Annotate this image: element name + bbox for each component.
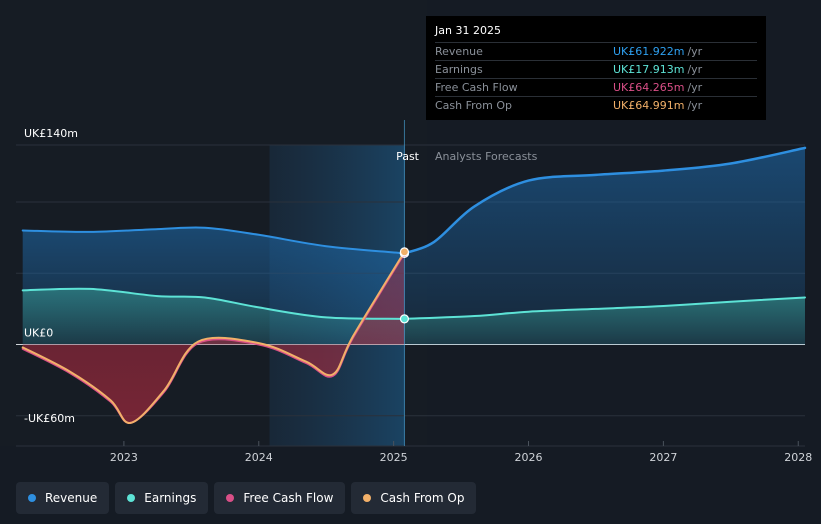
legend-item-revenue[interactable]: Revenue: [16, 482, 110, 514]
tooltip-row-cash-from-op: Cash From Op UK£64.991m /yr: [435, 96, 757, 114]
tooltip-label: Earnings: [435, 63, 483, 76]
legend-label: Cash From Op: [380, 491, 465, 505]
earnings-line: [21, 287, 406, 320]
tooltip-value: UK£17.913m: [613, 63, 685, 76]
tooltip-unit: /yr: [687, 45, 703, 58]
chart-legend: Revenue Earnings Free Cash Flow Cash Fro…: [16, 482, 477, 514]
x-tick-label: 2024: [245, 451, 273, 464]
legend-item-earnings[interactable]: Earnings: [115, 482, 209, 514]
legend-dot-icon: [127, 494, 136, 502]
y-tick-label: -UK£60m: [24, 412, 75, 425]
legend-label: Earnings: [144, 491, 197, 505]
tooltip-date: Jan 31 2025: [435, 24, 501, 37]
tooltip-value: UK£64.265m: [613, 81, 685, 94]
free-cash-flow-area: [22, 253, 405, 424]
series-areas: [22, 147, 805, 424]
y-tick-label: UK£140m: [24, 127, 78, 140]
tooltip-row-free-cash-flow: Free Cash Flow UK£64.265m /yr: [435, 78, 757, 96]
tooltip-label: Free Cash Flow: [435, 81, 518, 94]
earnings-area: [22, 288, 405, 345]
legend-item-free-cash-flow[interactable]: Free Cash Flow: [214, 482, 346, 514]
tooltip-value: UK£64.991m: [613, 99, 685, 112]
earnings-marker: [399, 314, 410, 324]
legend-label: Revenue: [45, 491, 98, 505]
earnings-area: [404, 297, 805, 345]
legend-dot-icon: [226, 494, 235, 502]
x-axis-labels: 2023 2024 2025 2026 2027 2028: [110, 451, 812, 464]
past-label: Past: [396, 150, 420, 163]
cash-from-op-line: [21, 250, 406, 424]
legend-dot-icon: [28, 494, 36, 502]
x-tick-label: 2027: [649, 451, 677, 464]
legend-label: Free Cash Flow: [243, 491, 334, 505]
legend-item-cash-from-op[interactable]: Cash From Op: [351, 482, 477, 514]
x-tick-label: 2025: [380, 451, 408, 464]
x-tick-label: 2028: [784, 451, 812, 464]
series-markers: [399, 247, 410, 324]
tooltip-row-revenue: Revenue UK£61.922m /yr: [435, 42, 757, 60]
tooltip-label: Revenue: [435, 45, 483, 58]
earnings-forecast-line: [403, 296, 806, 320]
tooltip-unit: /yr: [687, 81, 703, 94]
x-tick-label: 2026: [515, 451, 543, 464]
tooltip-label: Cash From Op: [435, 99, 513, 112]
cash-from-op-marker: [399, 247, 410, 257]
y-tick-label: UK£0: [24, 327, 53, 340]
legend-dot-icon: [363, 494, 372, 502]
revenue-forecast-line: [403, 146, 807, 255]
forecast-label: Analysts Forecasts: [435, 150, 538, 163]
tooltip-value: UK£61.922m: [613, 45, 685, 58]
revenue-line: [21, 226, 406, 255]
revenue-area: [404, 147, 805, 345]
tooltip-unit: /yr: [687, 99, 703, 112]
tooltip-row-earnings: Earnings UK£17.913m /yr: [435, 60, 757, 78]
data-tooltip: Jan 31 2025 Revenue UK£61.922m /yr Earni…: [426, 16, 766, 120]
x-tick-label: 2023: [110, 451, 138, 464]
tooltip-unit: /yr: [687, 63, 703, 76]
y-axis-labels: UK£140m UK£0 -UK£60m: [24, 127, 78, 425]
series-lines: [21, 146, 807, 424]
